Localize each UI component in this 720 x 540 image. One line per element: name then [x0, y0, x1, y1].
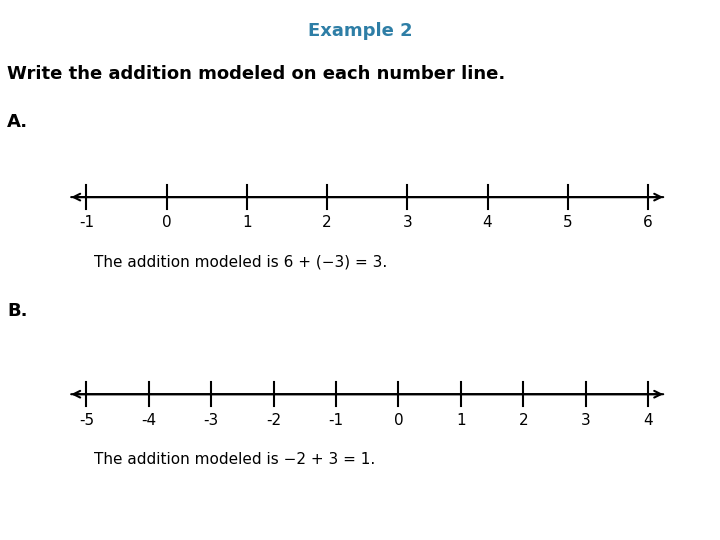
Text: 1: 1 — [242, 215, 252, 231]
Text: -1: -1 — [78, 215, 94, 231]
Text: 2: 2 — [518, 413, 528, 428]
Text: -3: -3 — [204, 413, 219, 428]
Text: A.: A. — [7, 113, 28, 131]
Text: -2: -2 — [266, 413, 282, 428]
Text: 6: 6 — [643, 215, 653, 231]
Text: 4: 4 — [643, 413, 653, 428]
Text: The addition modeled is 6 + (−3) = 3.: The addition modeled is 6 + (−3) = 3. — [94, 255, 387, 270]
Text: 3: 3 — [402, 215, 412, 231]
Text: Example 2: Example 2 — [307, 22, 413, 39]
Text: -1: -1 — [328, 413, 343, 428]
Text: 3: 3 — [581, 413, 590, 428]
Text: -5: -5 — [78, 413, 94, 428]
Text: 2: 2 — [323, 215, 332, 231]
Text: 0: 0 — [394, 413, 403, 428]
Text: B.: B. — [7, 302, 27, 320]
Text: 5: 5 — [563, 215, 572, 231]
Text: The addition modeled is −2 + 3 = 1.: The addition modeled is −2 + 3 = 1. — [94, 452, 375, 467]
Text: Write the addition modeled on each number line.: Write the addition modeled on each numbe… — [7, 65, 505, 83]
Text: 0: 0 — [162, 215, 171, 231]
Text: 4: 4 — [482, 215, 492, 231]
Text: -4: -4 — [141, 413, 156, 428]
Text: 1: 1 — [456, 413, 466, 428]
